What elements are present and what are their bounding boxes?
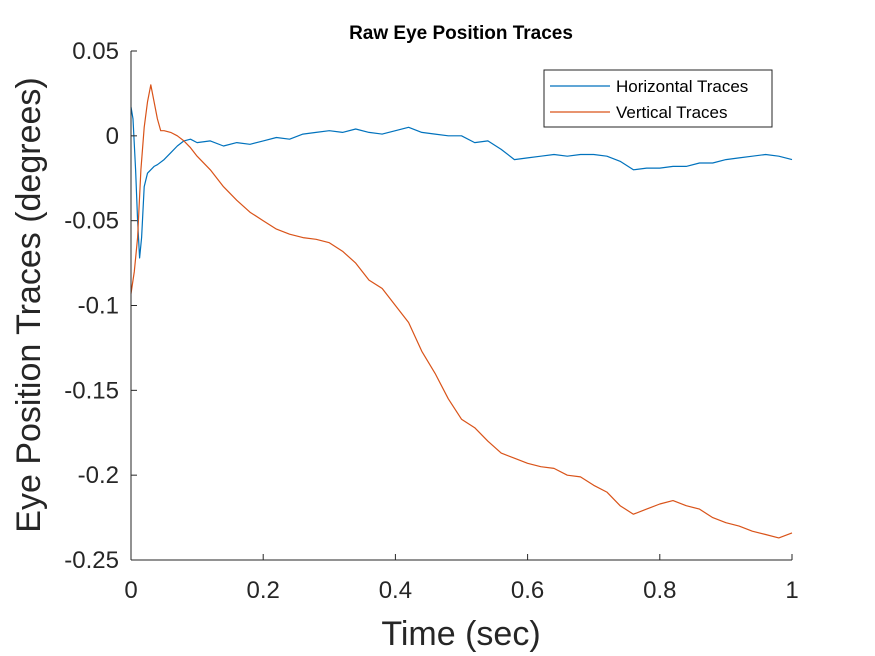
x-tick-label: 0.2: [247, 577, 280, 604]
y-tick-label: -0.1: [78, 293, 119, 320]
y-tick-label: -0.2: [78, 462, 119, 489]
x-tick-label: 0.6: [511, 577, 544, 604]
series-line-vertical: [130, 84, 793, 539]
x-tick-label: 1: [785, 577, 798, 604]
legend-box: [543, 69, 773, 128]
legend-label-horizontal: Horizontal Traces: [616, 77, 748, 96]
x-tick-label: 0: [124, 577, 137, 604]
y-tick-label: 0: [106, 123, 119, 150]
x-axis-label: Time (sec): [381, 615, 540, 653]
y-tick-label: -0.25: [64, 547, 119, 574]
x-tick-label: 0.4: [379, 577, 412, 604]
chart-title: Raw Eye Position Traces: [349, 23, 573, 44]
y-tick-label: -0.15: [64, 377, 119, 404]
legend-label-vertical: Vertical Traces: [616, 103, 728, 122]
y-tick-label: 0.05: [72, 38, 119, 65]
ticks-layer: 0 0.2 0.4 0.6 0.8 1 0.05 0 -0.05 -0.1 -0.15 -0.2 -0.…: [64, 38, 798, 604]
y-axis-label: Eye Position Traces (degrees): [10, 77, 48, 532]
x-tick-label: 0.8: [643, 577, 676, 604]
y-tick-label: -0.05: [64, 208, 119, 235]
series-layer: [130, 84, 793, 539]
series-line-horizontal: [130, 106, 793, 259]
legend: Horizontal Traces Vertical Traces: [543, 69, 773, 128]
